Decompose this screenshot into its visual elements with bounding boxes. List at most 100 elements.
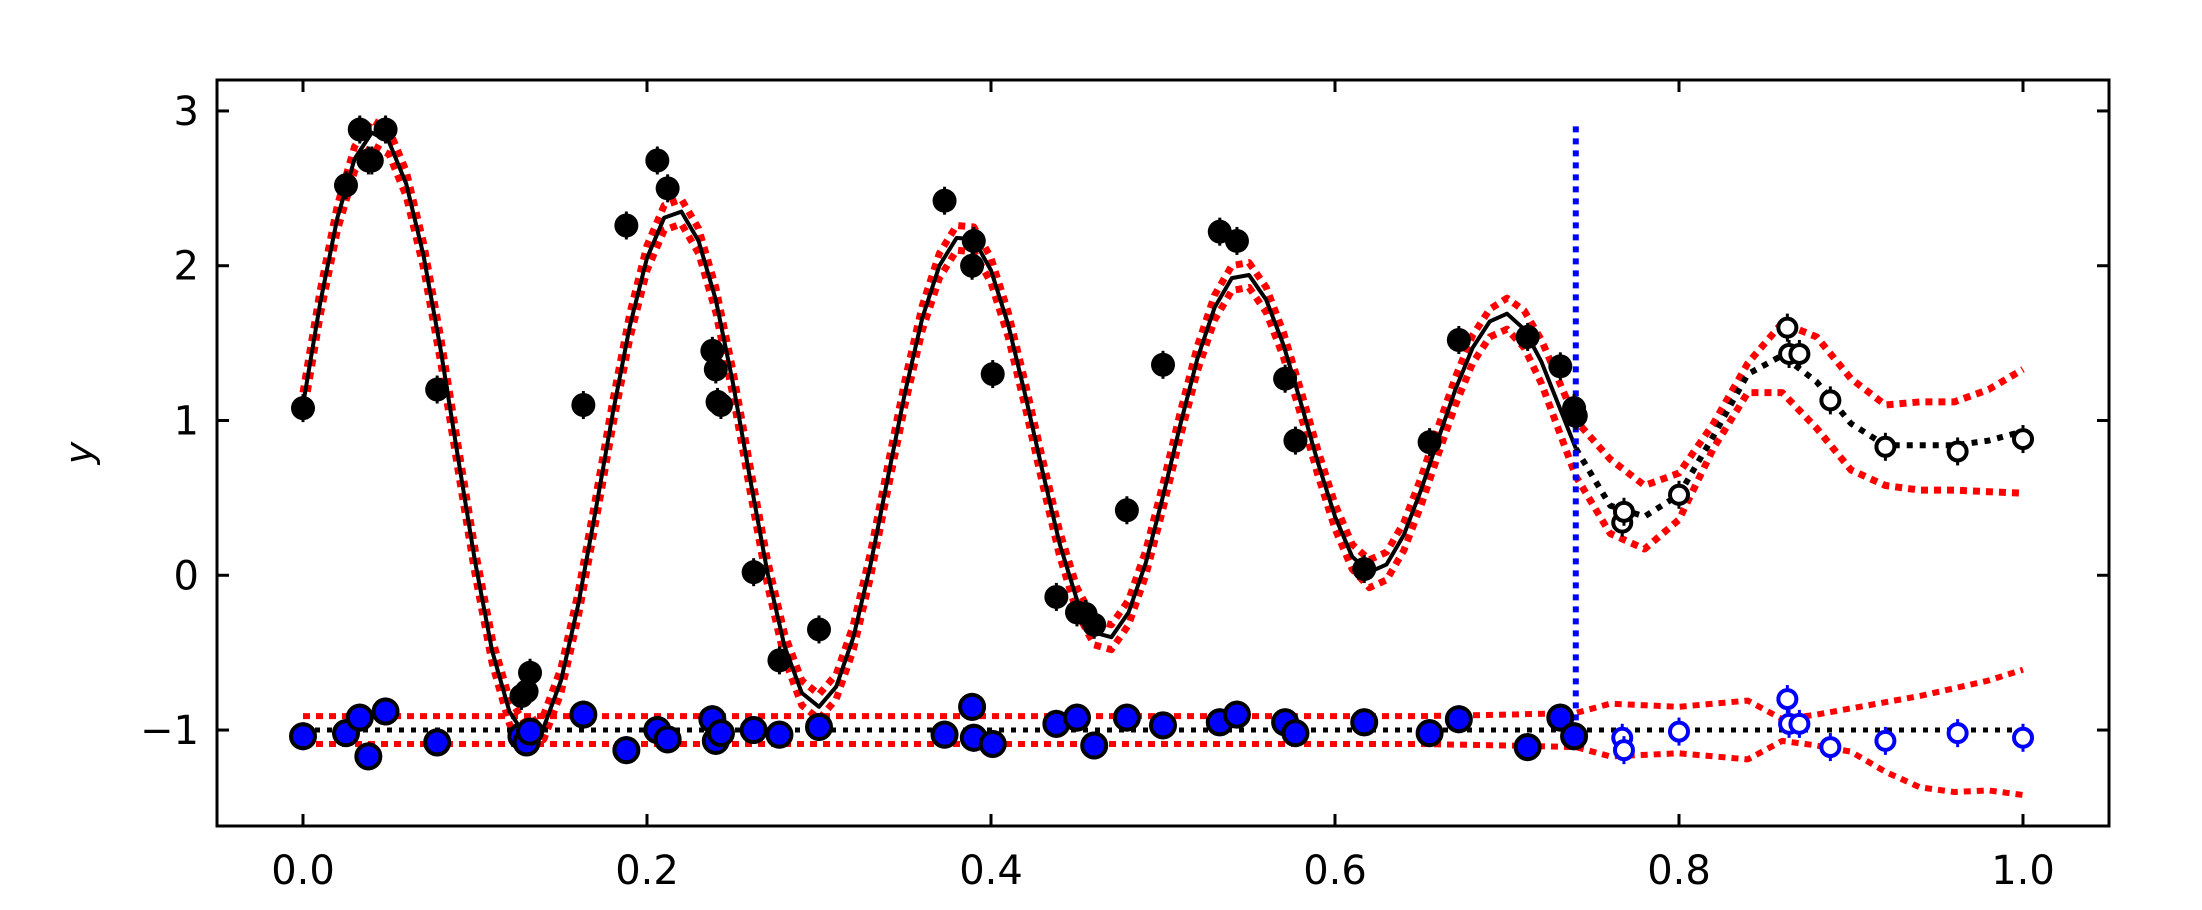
residual-test-point-marker — [2012, 726, 2034, 749]
train-point-marker — [807, 617, 831, 642]
y-tick-label: 2 — [174, 244, 199, 290]
residual-train-point-marker — [978, 729, 1007, 758]
train-point — [961, 226, 986, 255]
train-point — [1283, 426, 1308, 455]
residual-test-point — [1668, 717, 1690, 746]
train-point-marker — [708, 393, 733, 418]
train-point-marker — [571, 393, 596, 418]
residual-train-point-marker — [516, 717, 545, 746]
residual-train-point — [1080, 731, 1109, 760]
residual-train-point-marker — [354, 742, 383, 771]
train-point — [703, 355, 728, 384]
test-point-marker — [1874, 435, 1897, 458]
train-point-marker — [1446, 328, 1471, 353]
residual-test-point-marker — [1668, 720, 1690, 743]
plot-content — [289, 115, 2034, 798]
residual-train-point-marker — [1444, 705, 1473, 734]
residual-test-point — [1612, 736, 1635, 765]
residual-train-point-marker — [930, 720, 959, 749]
residual-train-point-marker — [765, 720, 794, 749]
residual-train-point — [978, 729, 1007, 758]
residual-train-point-marker — [958, 692, 987, 721]
residual-test-point — [1788, 709, 1811, 738]
plot-frame — [215, 78, 2111, 828]
y-tick-label: −1 — [140, 708, 199, 754]
residual-train-point — [1281, 719, 1310, 748]
test-point — [2012, 425, 2034, 454]
train-point — [1114, 496, 1139, 525]
residual-train-point — [569, 700, 598, 729]
residual-test-point-marker — [1612, 739, 1635, 762]
train-point-marker — [960, 253, 985, 278]
train-point-marker — [1417, 430, 1442, 455]
train-point — [1548, 352, 1573, 381]
train-point-marker — [334, 173, 358, 198]
train-point-marker — [1082, 612, 1107, 637]
train-point — [425, 375, 450, 404]
test-point-marker — [1612, 500, 1635, 523]
x-tick-label: 0.0 — [271, 848, 335, 894]
residual-train-point — [1546, 703, 1575, 732]
train-point — [1082, 610, 1107, 639]
residual-test-point — [2012, 723, 2034, 752]
train-point-marker — [700, 338, 725, 363]
residual-train-point — [1513, 733, 1542, 762]
train-point-marker — [614, 213, 639, 238]
y-axis-label: y — [57, 441, 101, 465]
residual-train-point — [345, 703, 374, 732]
residual-train-point-marker — [1350, 708, 1379, 737]
test-point — [1776, 313, 1799, 342]
train-point-marker — [645, 148, 670, 173]
x-tick-label: 0.4 — [959, 848, 1023, 894]
residual-train-point — [653, 725, 682, 754]
train-point — [767, 646, 792, 675]
residual-train-point-marker — [371, 697, 400, 726]
test-point-marker — [1819, 389, 1842, 412]
train-point — [347, 115, 372, 144]
train-point — [614, 211, 639, 240]
test-point — [1788, 339, 1811, 368]
train-point — [1273, 364, 1298, 393]
residual-train-point — [1222, 700, 1251, 729]
test-point — [1668, 480, 1690, 509]
train-point-marker — [961, 228, 986, 253]
train-point — [1417, 428, 1442, 457]
residual-train-point — [765, 720, 794, 749]
residual-train-point — [1350, 708, 1379, 737]
train-point-marker — [741, 560, 766, 585]
test-point — [1819, 386, 1842, 415]
residual-test-point-marker — [1874, 729, 1897, 752]
train-point — [291, 394, 315, 423]
y-tick-label: 0 — [174, 553, 199, 599]
train-point — [359, 146, 384, 175]
train-point-marker — [1563, 403, 1588, 428]
train-point — [1563, 401, 1588, 430]
x-tick-label: 1.0 — [1991, 848, 2055, 894]
residual-train-point — [354, 742, 383, 771]
train-point — [1515, 322, 1540, 351]
train-point-marker — [1283, 428, 1308, 453]
residual-train-point-marker — [1080, 731, 1109, 760]
residual-test-point-marker — [1776, 688, 1799, 711]
residual-test-point-marker — [1788, 712, 1811, 735]
residual-train-point-marker — [423, 728, 452, 757]
x-tick-label: 0.2 — [615, 848, 679, 894]
residual-train-point-marker — [1560, 722, 1589, 751]
train-point-marker — [425, 377, 450, 402]
train-point — [980, 360, 1005, 389]
test-point-marker — [2012, 428, 2034, 451]
train-point — [960, 251, 985, 280]
train-point-marker — [1151, 352, 1175, 377]
residual-test-point-marker — [1946, 722, 1969, 745]
residual-train-point — [1415, 719, 1444, 748]
residual-train-point-marker — [1149, 711, 1177, 740]
test-point-marker — [1946, 440, 1969, 463]
x-tick-label: 0.6 — [1303, 848, 1367, 894]
x-tick-label: 0.8 — [1647, 848, 1711, 894]
residual-test-point-marker — [1819, 736, 1842, 759]
train-point-marker — [1515, 324, 1540, 349]
residual-train-point — [612, 736, 641, 765]
test-point — [1612, 497, 1635, 526]
train-point — [645, 146, 670, 175]
